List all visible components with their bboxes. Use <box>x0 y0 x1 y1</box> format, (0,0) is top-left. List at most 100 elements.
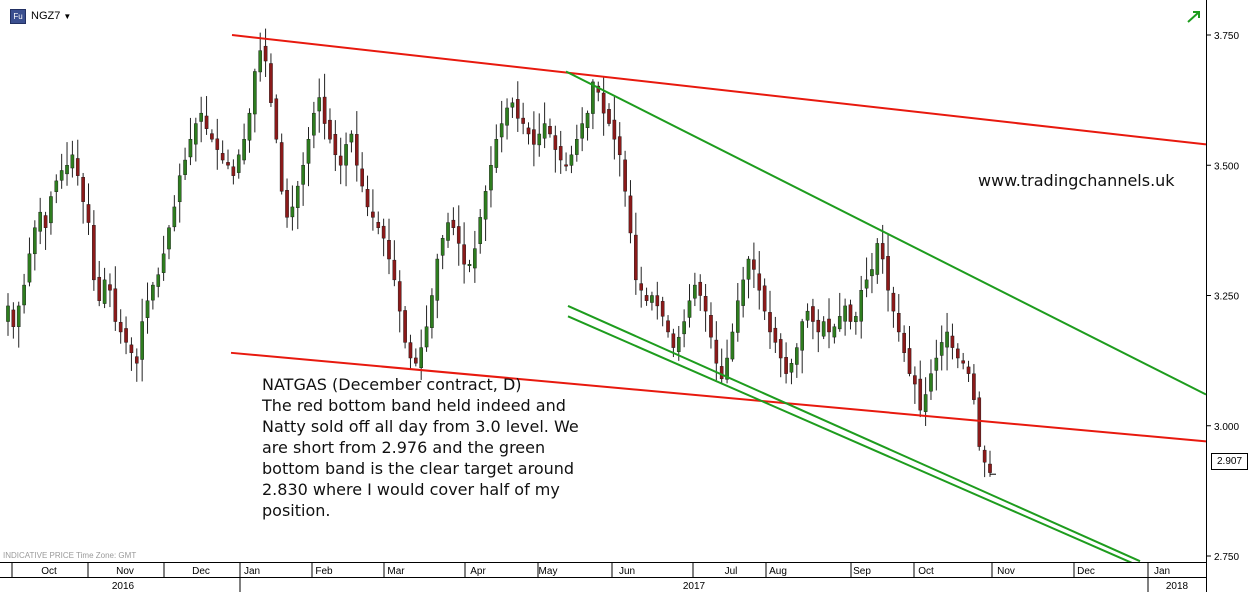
candle-body <box>86 204 91 223</box>
candle-body <box>537 133 542 146</box>
candle-body <box>392 259 397 281</box>
candle-body <box>419 347 423 369</box>
x-month-label: Mar <box>387 566 405 577</box>
candle-body <box>950 335 955 348</box>
candle-body <box>553 135 558 150</box>
candle-body <box>505 107 509 126</box>
candle-body <box>247 112 252 141</box>
caret-down-icon[interactable]: ▼ <box>63 11 72 21</box>
x-month-label: Jul <box>725 566 738 577</box>
candle-body <box>902 332 906 354</box>
candle-body <box>623 159 627 192</box>
candle-body <box>741 279 745 306</box>
candle-body <box>365 189 370 208</box>
x-month-label: May <box>539 566 558 577</box>
candle-body <box>880 243 885 260</box>
candle-body <box>666 320 670 333</box>
x-year-label: 2016 <box>112 581 135 592</box>
candle-body <box>188 138 193 158</box>
candle-body <box>714 339 719 364</box>
candle-body <box>768 312 772 333</box>
x-month-label: Dec <box>1077 566 1095 577</box>
candle-body <box>204 115 209 129</box>
candle-body <box>719 366 724 380</box>
candle-body <box>274 98 279 140</box>
candle-body <box>730 331 735 360</box>
candle-body <box>424 326 429 348</box>
candle-body <box>145 300 150 318</box>
candle-body <box>462 244 466 265</box>
futures-icon: Fu <box>10 8 26 24</box>
x-month-label: Nov <box>116 566 134 577</box>
candle-body <box>784 357 788 374</box>
symbol-selector[interactable]: Fu NGZ7 ▼ <box>10 8 71 24</box>
candle-body <box>172 206 177 228</box>
candle-body <box>285 190 289 218</box>
y-tick-label: 3.250 <box>1214 292 1239 303</box>
candle-body <box>333 134 338 156</box>
candle-body <box>43 215 48 228</box>
y-tick-label: 3.500 <box>1214 161 1239 172</box>
candle-body <box>585 112 590 129</box>
trend-line <box>567 305 1141 563</box>
x-month-label: Sep <box>853 566 871 577</box>
candle-body <box>414 357 418 364</box>
x-month-label: Nov <box>997 566 1015 577</box>
candle-body <box>778 339 783 359</box>
candle-body <box>435 258 440 301</box>
candle-body <box>757 273 762 291</box>
candle-body <box>532 129 536 145</box>
candle-body <box>655 295 660 307</box>
candle-body <box>832 326 837 338</box>
annotation-line: are short from 2.976 and the green <box>262 438 546 457</box>
candle-body <box>344 144 348 166</box>
candle-body <box>982 449 987 463</box>
candle-body <box>795 347 799 365</box>
candle-body <box>564 164 568 167</box>
annotation-line: Natty sold off all day from 3.0 level. W… <box>262 417 579 436</box>
y-axis: 3.750 3.500 3.250 3.000 2.750 <box>1206 31 1239 563</box>
candle-body <box>634 234 638 281</box>
candle-body <box>376 221 381 228</box>
candle-body <box>805 310 810 321</box>
candle-body <box>381 225 386 239</box>
candle-body <box>703 296 708 312</box>
candle-body <box>456 226 461 244</box>
candle-body <box>827 318 831 333</box>
candle-body <box>837 316 842 330</box>
candle-body <box>961 360 965 364</box>
candle-body <box>972 373 976 400</box>
candle-body <box>210 133 214 140</box>
candle-body <box>403 310 407 343</box>
candle-body <box>644 295 649 301</box>
candle-body <box>499 123 504 138</box>
candle-body <box>650 295 654 303</box>
indicative-price-note: INDICATIVE PRICE Time Zone: GMT <box>3 551 137 560</box>
candle-body <box>177 175 182 203</box>
candle-body <box>183 159 187 175</box>
candle-body <box>843 305 847 322</box>
candle-body <box>124 328 128 343</box>
candle-body <box>54 180 59 192</box>
y-tick-label: 3.750 <box>1214 31 1239 42</box>
trend-line <box>231 34 1207 146</box>
candle-body <box>896 313 901 333</box>
candle-body <box>676 336 681 352</box>
candle-body <box>966 366 971 374</box>
x-year-label: 2017 <box>683 581 706 592</box>
candle-body <box>907 348 912 374</box>
candle-body <box>639 283 644 291</box>
x-month-label: Dec <box>192 566 210 577</box>
candle-body <box>988 463 992 473</box>
candle-body <box>295 185 300 208</box>
candle-body <box>199 112 203 122</box>
last-price-label: 2.907 <box>1211 453 1248 470</box>
candle-body <box>97 276 102 301</box>
candle-body <box>161 253 166 273</box>
candle-body <box>752 259 756 270</box>
candle-body <box>709 315 713 338</box>
candle-body <box>494 138 499 168</box>
candle-body <box>569 154 574 166</box>
candle-body <box>483 191 488 220</box>
green-trend-arrow-icon <box>1187 11 1200 23</box>
